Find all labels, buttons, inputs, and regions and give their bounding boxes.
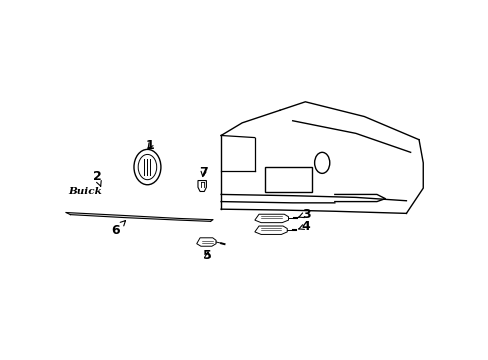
Polygon shape <box>196 238 216 246</box>
Text: 7: 7 <box>199 166 207 179</box>
Polygon shape <box>254 214 288 222</box>
Ellipse shape <box>134 149 161 185</box>
Polygon shape <box>198 180 206 192</box>
Polygon shape <box>66 212 212 221</box>
Ellipse shape <box>138 154 156 180</box>
Polygon shape <box>254 226 286 234</box>
Text: 6: 6 <box>111 221 125 237</box>
Text: 3: 3 <box>298 208 310 221</box>
Text: 5: 5 <box>203 249 212 262</box>
Text: 1: 1 <box>146 139 155 152</box>
Bar <box>265 167 311 192</box>
Text: Buick: Buick <box>68 188 102 197</box>
Ellipse shape <box>314 152 329 174</box>
Text: 2: 2 <box>92 170 101 186</box>
Text: 4: 4 <box>298 220 310 233</box>
